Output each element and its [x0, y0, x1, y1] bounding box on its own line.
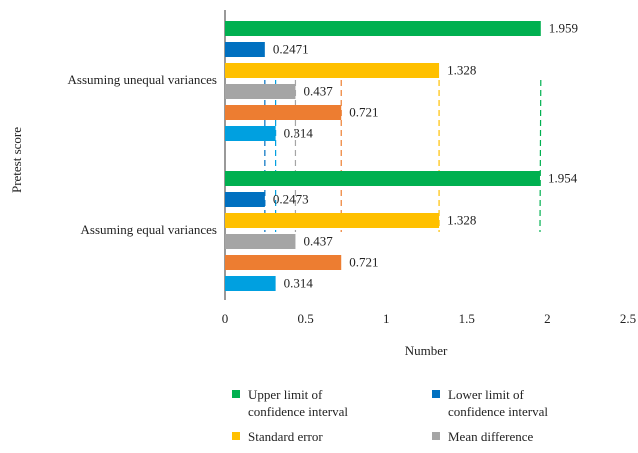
- bar: [225, 234, 295, 249]
- bar: [225, 105, 341, 120]
- legend-label: Upper limit of confidence interval: [248, 386, 373, 420]
- legend-swatch: [232, 390, 240, 398]
- bar: [225, 84, 295, 99]
- data-label: 0.437: [303, 83, 333, 98]
- x-tick-label: 1.5: [459, 311, 475, 326]
- bar: [225, 63, 439, 78]
- y-tick-label: Assuming unequal variances: [68, 72, 217, 87]
- legend-label: Mean difference: [448, 428, 573, 445]
- bar: [225, 213, 439, 228]
- x-tick-label: 2.5: [620, 311, 636, 326]
- x-tick-label: 0: [222, 311, 229, 326]
- bar: [225, 276, 276, 291]
- legend-label: Lower limit of confidence interval: [448, 386, 573, 420]
- y-tick-label: Assuming equal variances: [81, 222, 217, 237]
- legend-item: Mean difference: [432, 428, 632, 445]
- y-axis-label: Pretest score: [9, 127, 24, 193]
- legend-swatch: [432, 390, 440, 398]
- bar: [225, 126, 276, 141]
- data-label: 1.959: [549, 20, 578, 35]
- data-label: 0.2473: [273, 191, 309, 206]
- legend-swatch: [432, 432, 440, 440]
- dashed-connector: [540, 80, 541, 232]
- bar: [225, 255, 341, 270]
- bar: [225, 42, 265, 57]
- legend: Upper limit of confidence interval Lower …: [232, 386, 632, 453]
- data-label: 0.721: [349, 104, 378, 119]
- x-tick-label: 1: [383, 311, 390, 326]
- data-label: 1.328: [447, 212, 476, 227]
- x-tick-label: 2: [544, 311, 551, 326]
- data-label: 0.437: [303, 233, 333, 248]
- legend-item: Lower limit of confidence interval: [432, 386, 632, 420]
- bar: [225, 171, 540, 186]
- x-tick-label: 0.5: [297, 311, 313, 326]
- legend-item: Standard error: [232, 428, 432, 445]
- legend-swatch: [232, 432, 240, 440]
- data-label: 0.2471: [273, 41, 309, 56]
- data-label: 1.954: [548, 170, 578, 185]
- data-label: 1.328: [447, 62, 476, 77]
- data-label: 0.314: [284, 275, 314, 290]
- data-label: 0.314: [284, 125, 314, 140]
- bar: [225, 192, 265, 207]
- data-label: 0.721: [349, 254, 378, 269]
- x-axis-label: Number: [405, 343, 448, 358]
- chart: Number Pretest score 0 0.5 1 1.5 2 2.5 Assumin…: [0, 0, 638, 380]
- legend-item: Upper limit of confidence interval: [232, 386, 432, 420]
- bar: [225, 21, 541, 36]
- legend-label: Standard error: [248, 428, 373, 445]
